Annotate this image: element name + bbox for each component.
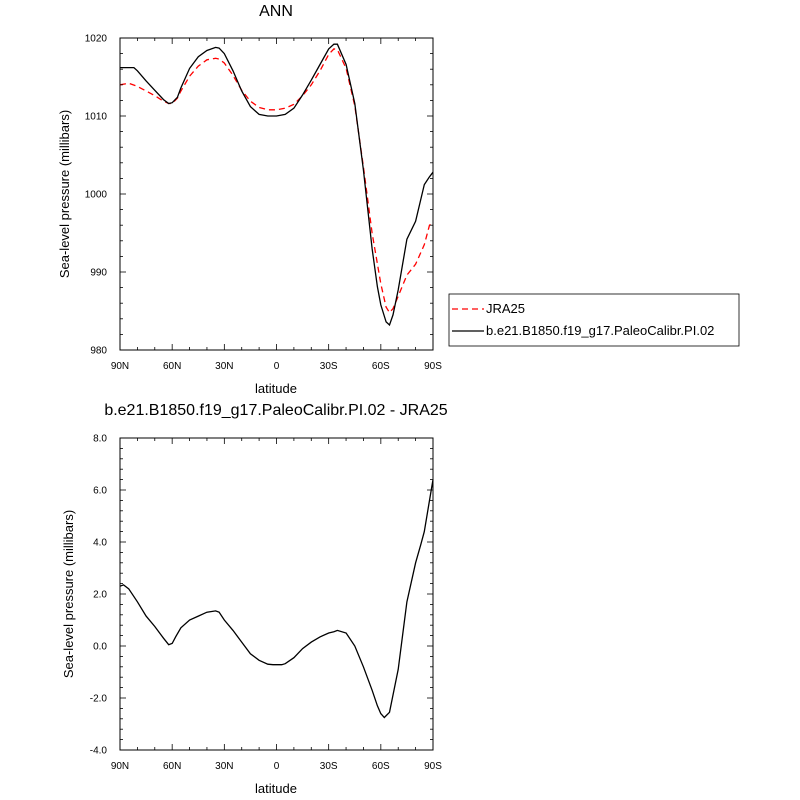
series-line-0 (119, 48, 434, 314)
x-tick-label: 90N (111, 761, 129, 772)
legend: JRA25 b.e21.B1850.f19_g17.PaleoCalibr.PI… (448, 293, 740, 347)
x-tick-label: 30S (320, 361, 338, 372)
x-axis-title: latitude (255, 381, 297, 396)
x-tick-label: 60N (163, 761, 181, 772)
y-tick-label: -2.0 (90, 694, 108, 705)
x-tick-label: 30S (320, 761, 338, 772)
plot-frame (119, 437, 434, 751)
legend-label-model: b.e21.B1850.f19_g17.PaleoCalibr.PI.02 (486, 323, 714, 338)
y-tick-label: 8.0 (93, 434, 107, 445)
y-tick-label: 980 (90, 346, 107, 357)
panel-title: b.e21.B1850.f19_g17.PaleoCalibr.PI.02 - … (104, 402, 447, 419)
series-lines (119, 479, 434, 719)
y-tick-label: 4.0 (93, 538, 107, 549)
legend-box (448, 293, 740, 347)
x-tick-label: 60S (372, 761, 390, 772)
series-lines (119, 43, 434, 327)
y-tick-labels: -4.0 -2.0 0.0 2.0 4.0 6.0 8.0 (90, 434, 108, 757)
x-tick-label: 60S (372, 361, 390, 372)
axis-ticks (119, 37, 434, 351)
y-tick-label: 0.0 (93, 642, 107, 653)
axis-ticks (119, 437, 434, 751)
y-axis-title: Sea-level pressure (millibars) (57, 110, 72, 278)
y-tick-label: -4.0 (90, 746, 108, 757)
series-line-0 (119, 479, 434, 719)
y-tick-label: 1010 (85, 112, 108, 123)
x-tick-label: 90N (111, 361, 129, 372)
legend-label-jra25: JRA25 (486, 301, 525, 316)
y-tick-label: 6.0 (93, 486, 107, 497)
panel-title: ANN (259, 3, 293, 20)
series-line-1 (120, 43, 434, 327)
x-axis-title: latitude (255, 781, 297, 796)
x-tick-label: 30N (215, 361, 233, 372)
x-tick-label: 60N (163, 361, 181, 372)
x-tick-label: 90S (424, 761, 442, 772)
x-tick-label: 90S (424, 361, 442, 372)
x-tick-label: 0 (274, 761, 280, 772)
x-tick-label: 30N (215, 761, 233, 772)
y-tick-label: 1020 (85, 34, 108, 45)
y-tick-label: 2.0 (93, 590, 107, 601)
y-tick-label: 990 (90, 268, 107, 279)
x-tick-labels: 90N 60N 30N 0 30S 60S 90S (111, 761, 442, 772)
bottom-panel: b.e21.B1850.f19_g17.PaleoCalibr.PI.02 - … (61, 402, 448, 796)
y-axis-title: Sea-level pressure (millibars) (61, 510, 76, 678)
y-tick-labels: 980 990 1000 1010 1020 (85, 34, 108, 357)
x-tick-label: 0 (274, 361, 280, 372)
plot-frame (119, 37, 434, 351)
y-tick-label: 1000 (85, 190, 108, 201)
top-panel: ANN 90N 60N 30N 0 30S 60S 90S 980 990 1000 1010 10… (57, 3, 740, 396)
x-tick-labels: 90N 60N 30N 0 30S 60S 90S (111, 361, 442, 372)
